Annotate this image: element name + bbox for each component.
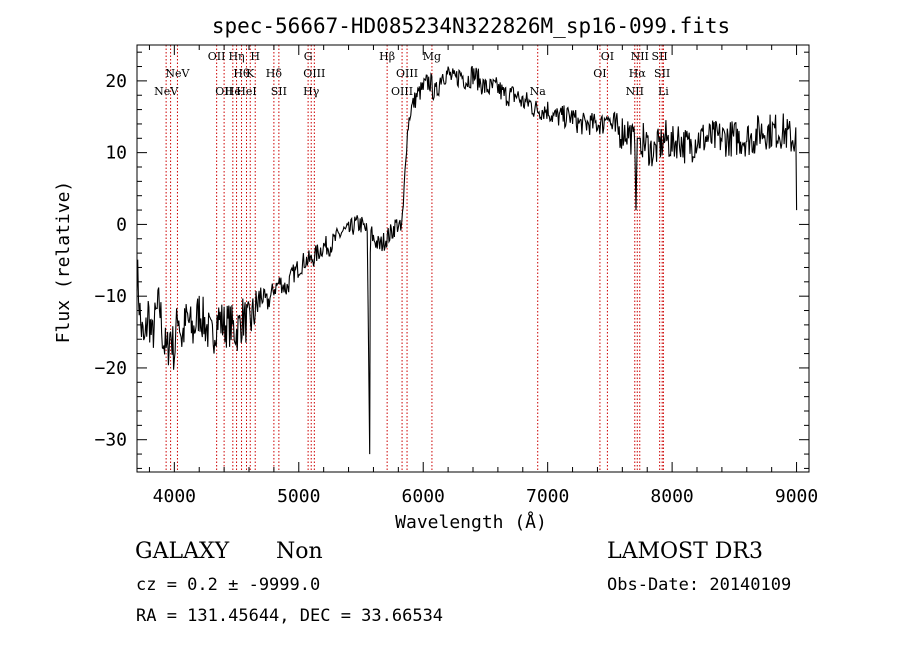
emission-line-label: Hδ: [266, 67, 283, 80]
emission-line-label: K: [246, 67, 255, 80]
emission-line-label: Na: [530, 85, 547, 98]
emission-line-label: SII: [271, 85, 287, 98]
x-tick-label: 7000: [526, 486, 569, 507]
y-tick-label: 0: [116, 214, 127, 235]
emission-line-label: He: [225, 85, 241, 98]
emission-line-label: Hθ: [233, 67, 250, 80]
x-axis-label: Wavelength (Å): [395, 511, 547, 533]
plot-frame: [136, 44, 810, 473]
emission-line-label: SII: [652, 50, 668, 63]
emission-line-label: Li: [658, 85, 669, 98]
emission-line-label: NII: [626, 85, 644, 98]
x-tick-label: 6000: [402, 486, 445, 507]
y-tick-label: 20: [105, 71, 127, 92]
y-tick-label: −30: [94, 430, 127, 451]
emission-line-label: NII: [631, 50, 649, 63]
redshift-line: cz = 0.2 ± -9999.0: [136, 575, 320, 595]
spectrum-series: [136, 65, 798, 455]
subclass-label: Non: [276, 539, 323, 564]
y-tick-label: 10: [105, 143, 127, 164]
survey-label: LAMOST DR3: [607, 539, 763, 564]
emission-line-label: Hα: [629, 67, 647, 80]
emission-line-label: G: [304, 50, 313, 63]
emission-line-label: NeV: [165, 67, 190, 80]
x-tick-label: 8000: [650, 486, 693, 507]
chart-title: spec-56667-HD085234N322826M_sp16-099.fit…: [212, 14, 730, 38]
x-tick-label: 4000: [153, 486, 196, 507]
spectrum-line: [136, 65, 798, 455]
y-tick-label: −20: [94, 358, 127, 379]
emission-line-label: Hβ: [379, 50, 395, 63]
y-tick-label: −10: [94, 286, 127, 307]
emission-line-label: NeV: [154, 85, 179, 98]
emission-line-label: HeI: [236, 85, 256, 98]
emission-line-label: H: [250, 50, 260, 63]
emission-line-label: Hγ: [303, 85, 320, 98]
class-label: GALAXY: [135, 539, 230, 564]
emission-line-label: OII: [215, 85, 233, 98]
emission-line-label: OIII: [303, 67, 325, 80]
emission-line-label: SII: [654, 67, 670, 80]
axes: 4000 5000 6000 7000 8000 9000 −30 −20 −10 0 10 20: [94, 45, 818, 507]
x-tick-label: 9000: [775, 486, 818, 507]
emission-line-markers: [165, 45, 664, 472]
emission-line-label: Mg: [423, 50, 441, 63]
x-tick-label: 5000: [277, 486, 320, 507]
emission-line-label: OI: [593, 67, 606, 80]
emission-line-label: OII: [208, 50, 226, 63]
emission-line-label: OIII: [396, 67, 418, 80]
emission-line-labels: NeVNeVOIIOIIHeHηHθHeIKHHδSIIGHγOIIIHβOII…: [154, 50, 670, 98]
emission-line-label: Hη: [228, 50, 244, 63]
radec-line: RA = 131.45644, DEC = 33.66534: [136, 606, 443, 626]
emission-line-label: OIII: [391, 85, 413, 98]
emission-line-label: OI: [601, 50, 614, 63]
obs-date-line: Obs-Date: 20140109: [607, 575, 791, 595]
y-axis-label: Flux (relative): [53, 181, 74, 344]
